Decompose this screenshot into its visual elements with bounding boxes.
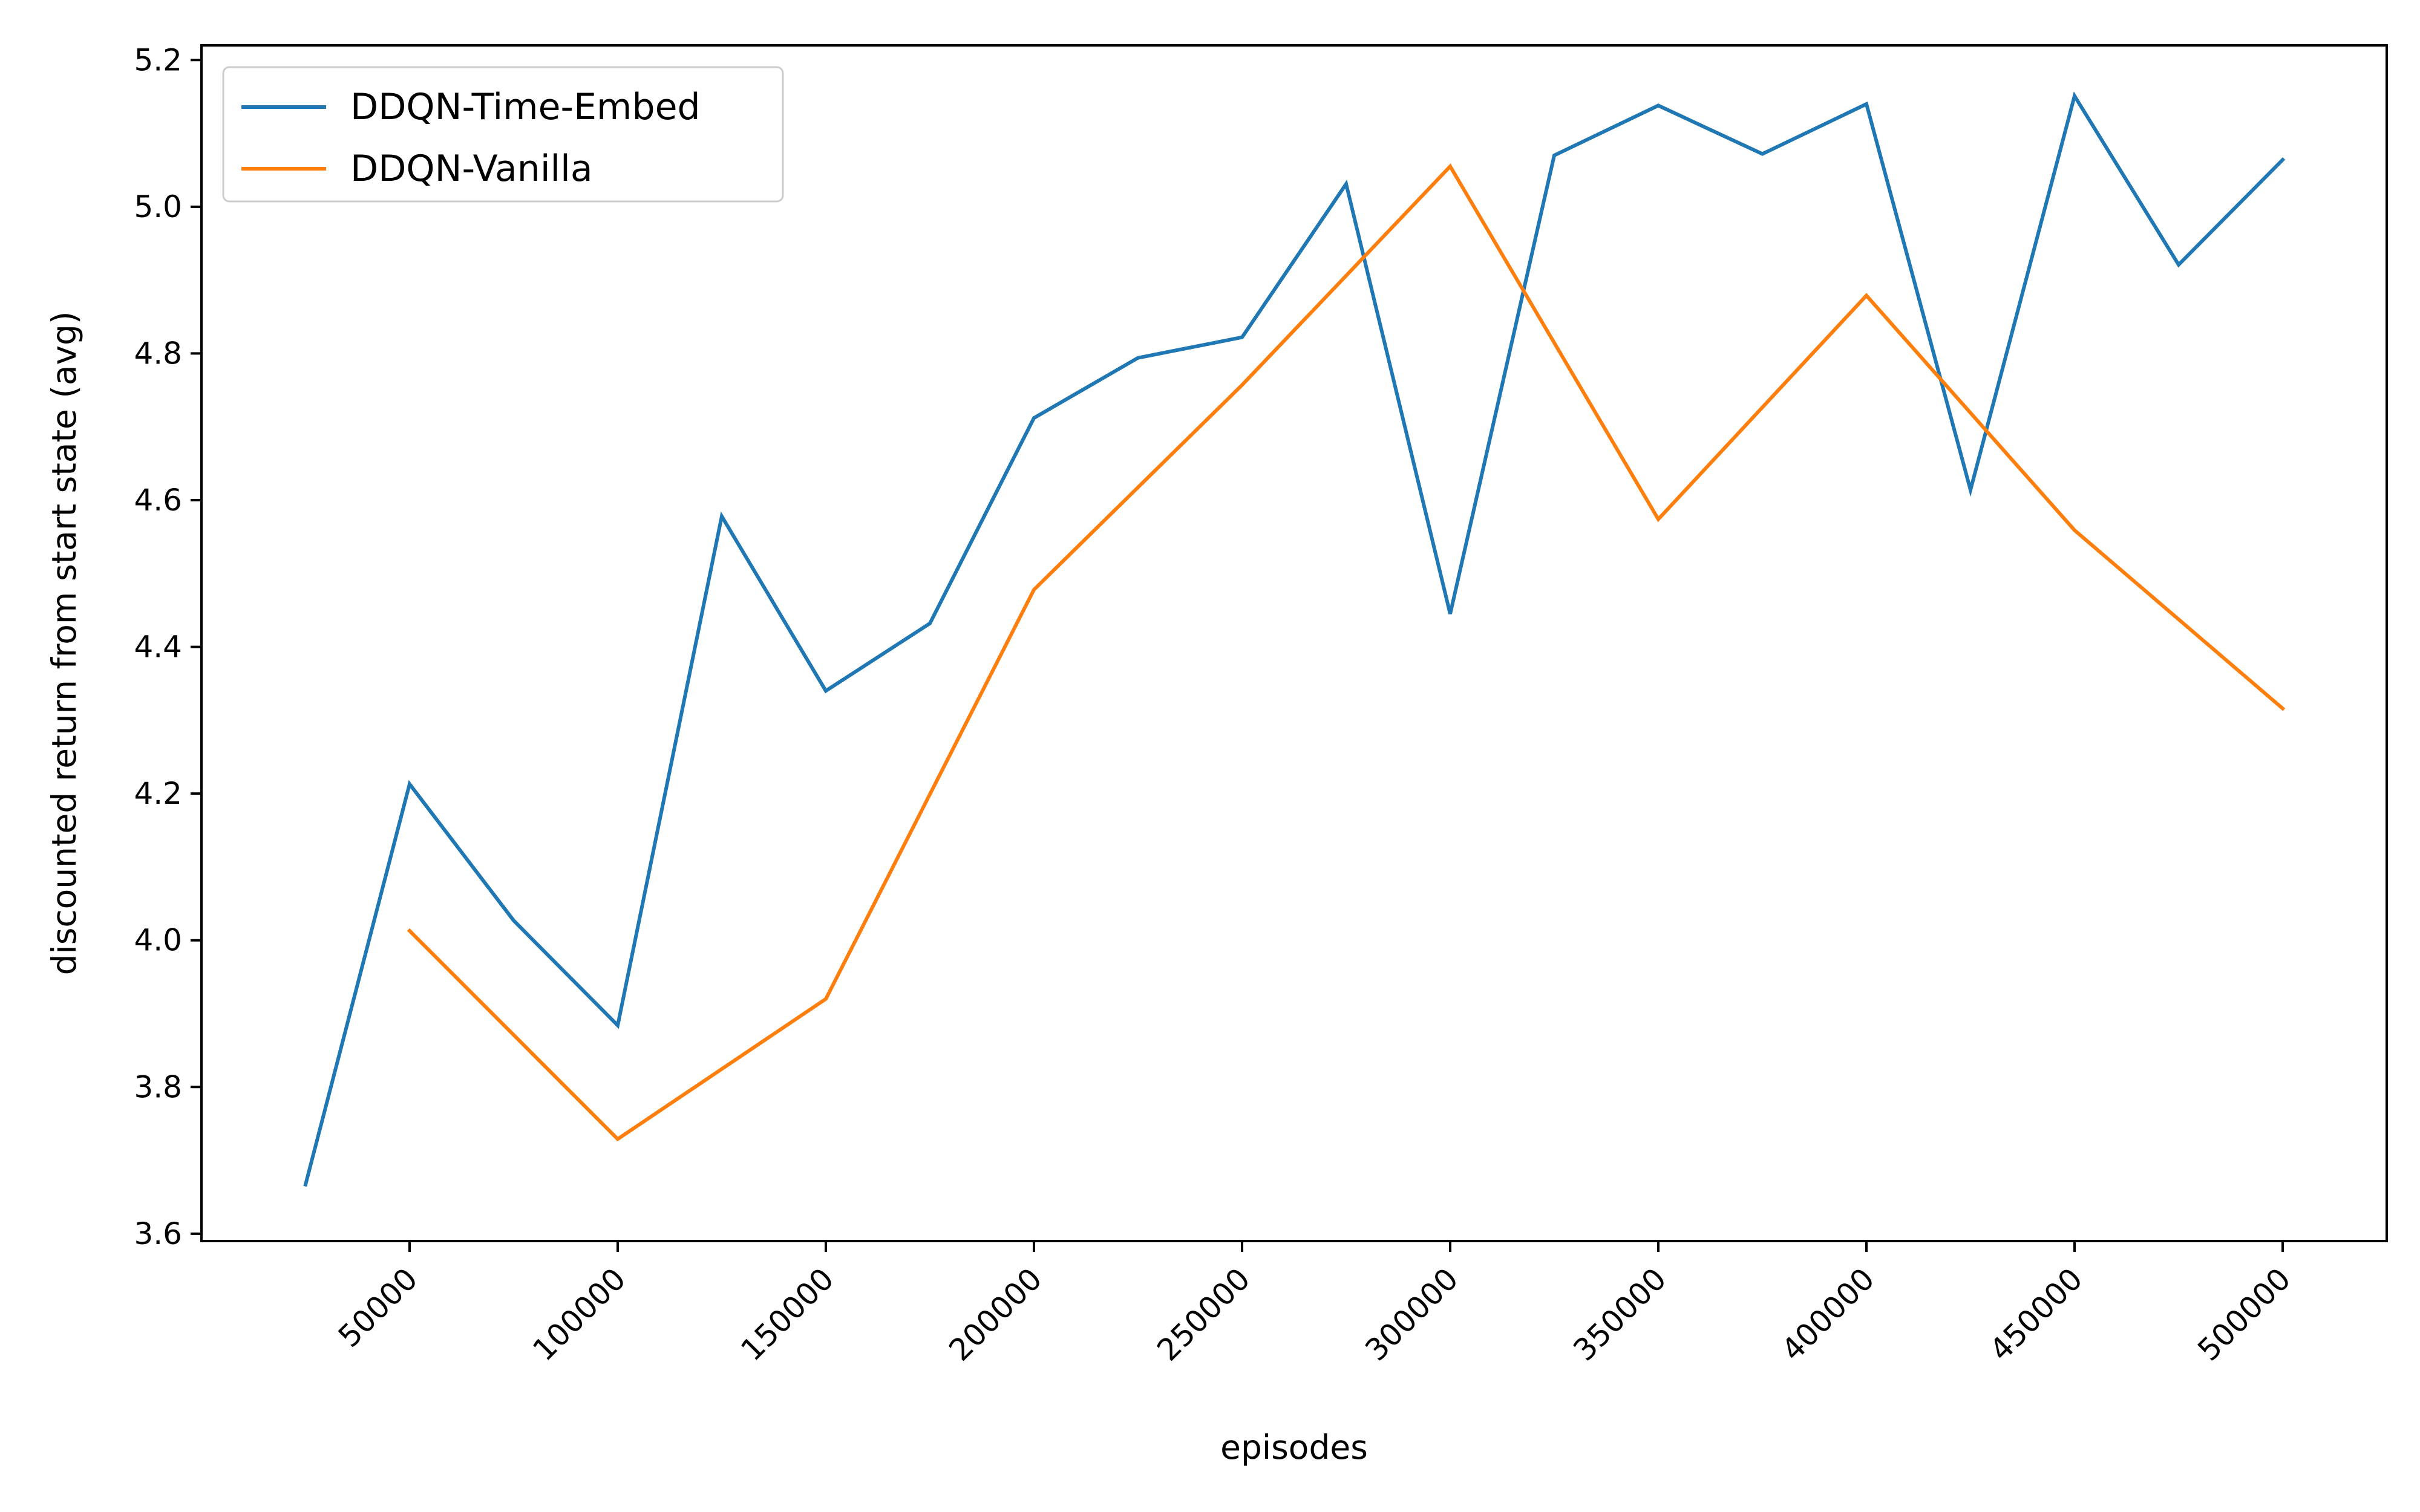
series-line-time-embed xyxy=(303,91,2286,1187)
y-tick-label: 4.0 xyxy=(134,923,182,958)
y-tick-label: 4.2 xyxy=(134,776,182,811)
x-axis-label: episodes xyxy=(1220,1428,1368,1467)
y-tick-label: 4.8 xyxy=(134,336,182,371)
plot-area xyxy=(303,91,2286,1187)
y-tick-label: 5.2 xyxy=(134,42,182,77)
legend: DDQN-Time-Embed DDQN-Vanilla xyxy=(222,66,784,203)
y-tick-label: 5.0 xyxy=(134,189,182,224)
legend-box xyxy=(222,66,784,203)
y-tick-label: 3.8 xyxy=(134,1069,182,1104)
y-axis-label: discounted return from start state (avg) xyxy=(45,311,83,976)
legend-label: DDQN-Vanilla xyxy=(350,148,593,190)
y-tick-label: 3.6 xyxy=(134,1216,182,1251)
axes-frame xyxy=(200,44,2388,1242)
y-tick-label: 4.4 xyxy=(134,630,182,665)
y-axis: 3.6 3.8 4.0 4.2 4.4 4.6 4.8 5.0 5.2 xyxy=(134,42,201,1251)
y-tick-label: 4.6 xyxy=(134,483,182,518)
series-line-vanilla xyxy=(407,163,2286,1142)
legend-label: DDQN-Time-Embed xyxy=(350,86,701,128)
